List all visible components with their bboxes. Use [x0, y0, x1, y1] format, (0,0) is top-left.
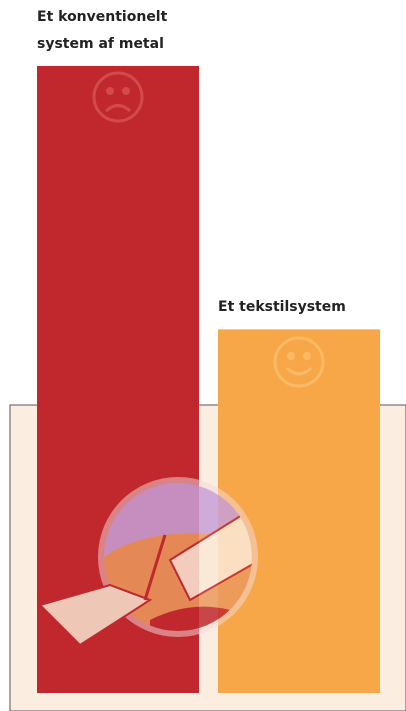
bar [218, 329, 380, 693]
illustration [38, 477, 258, 647]
category-label: Et tekstilsystem [218, 299, 346, 316]
sad-face [92, 71, 144, 123]
category-label: Et konventionelt system af metal [37, 9, 168, 52]
happy-face [273, 336, 325, 388]
